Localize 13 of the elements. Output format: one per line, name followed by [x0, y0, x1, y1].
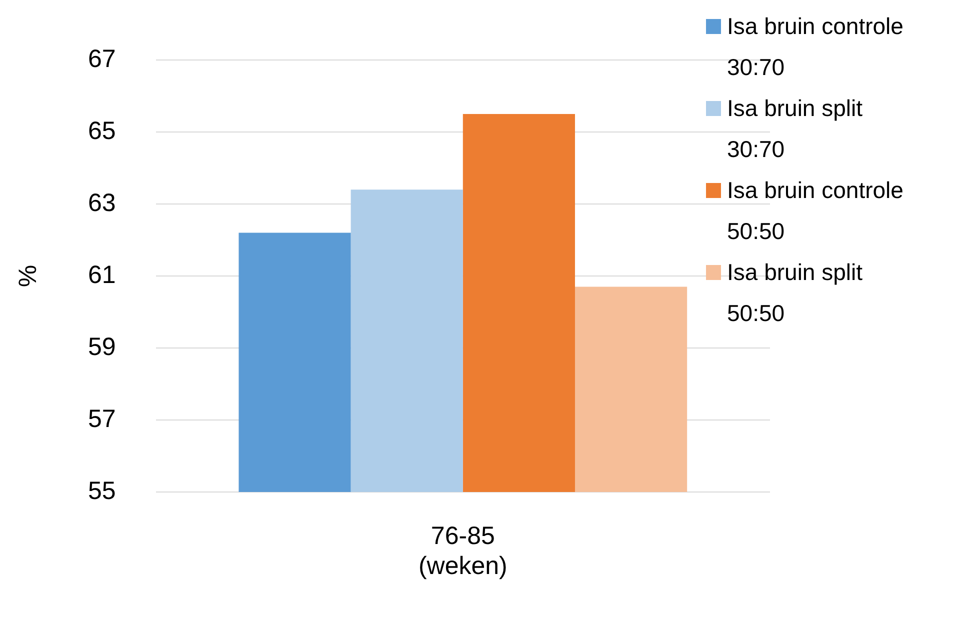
- y-tick-label: 59: [88, 332, 116, 361]
- y-tick-label: 61: [88, 260, 116, 289]
- y-tick-label: 55: [88, 476, 116, 505]
- legend-label: Isa bruin split 30:70: [727, 94, 864, 164]
- x-tick-label: 76-85 (weken): [418, 522, 508, 580]
- legend-label: Isa bruin controle 30:70: [727, 12, 904, 82]
- y-tick-label: 67: [88, 44, 116, 73]
- y-tick-label: 63: [88, 188, 116, 217]
- legend-label: Isa bruin split 50:50: [727, 258, 864, 328]
- y-tick-label: 57: [88, 404, 116, 433]
- y-tick-label: 65: [88, 116, 116, 145]
- legend-label: Isa bruin controle 50:50: [727, 176, 904, 246]
- y-axis-title: %: [14, 264, 42, 288]
